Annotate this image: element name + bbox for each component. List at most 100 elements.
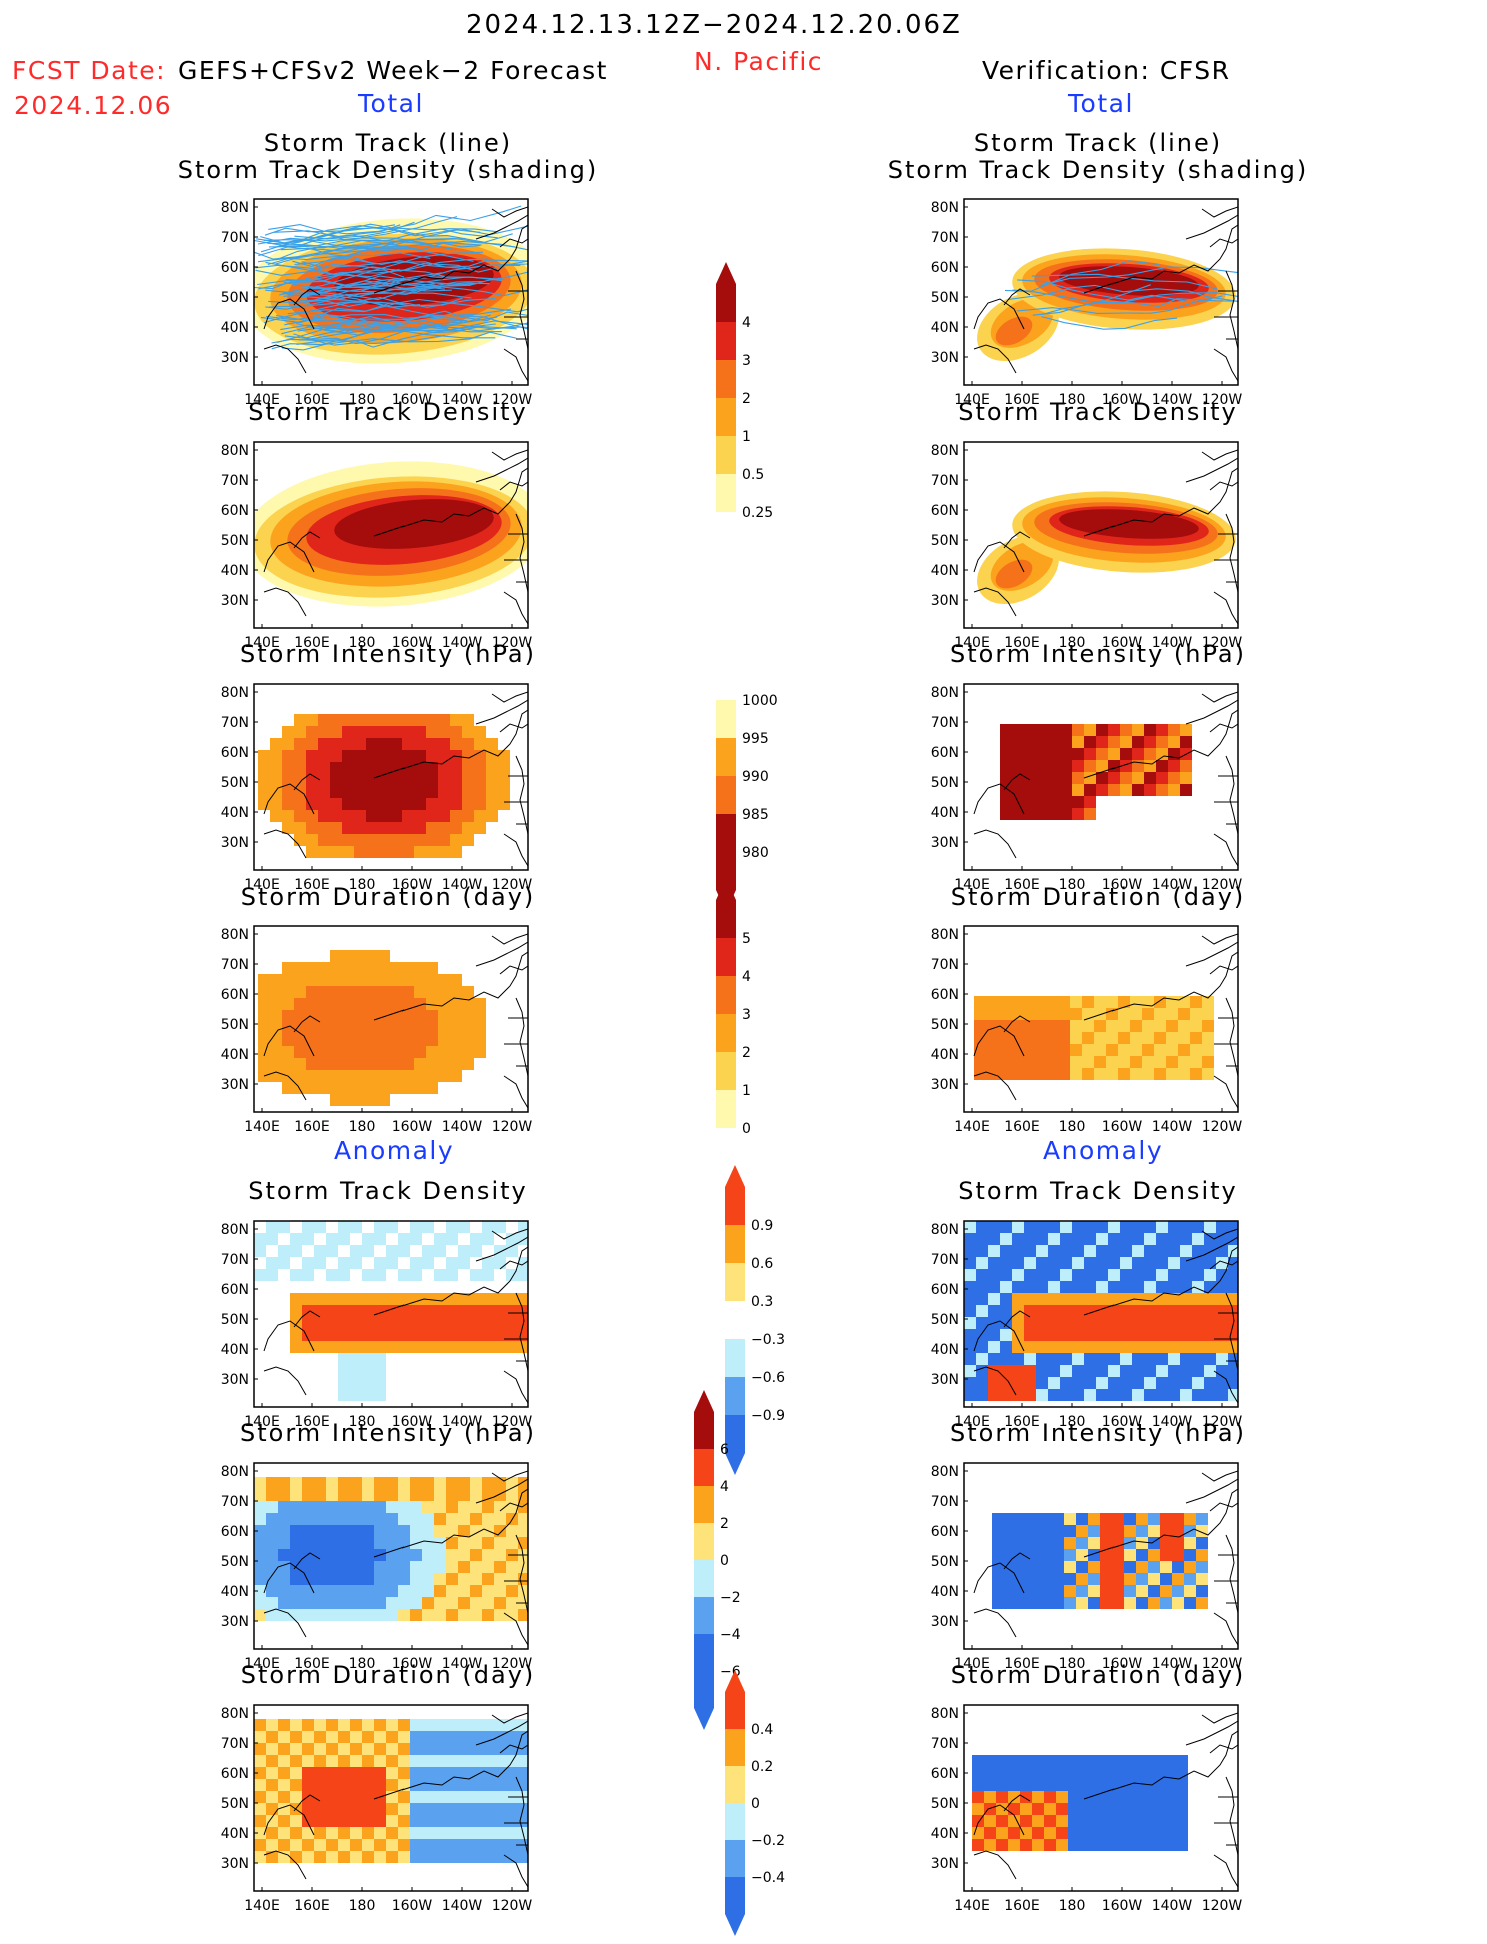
lat-tick-label: 40N bbox=[931, 320, 959, 336]
storm-track-line bbox=[1017, 279, 1238, 302]
grid-cell bbox=[984, 1827, 996, 1839]
grid-cell bbox=[482, 1477, 494, 1489]
grid-cell bbox=[1180, 1353, 1192, 1365]
grid-cell bbox=[438, 762, 450, 774]
grid-cell bbox=[1100, 1573, 1112, 1585]
grid-cell bbox=[470, 1731, 482, 1743]
grid-cell bbox=[1166, 1044, 1178, 1056]
grid-cell bbox=[1060, 1353, 1072, 1365]
grid-cell bbox=[494, 1585, 506, 1597]
grid-cell bbox=[1094, 996, 1106, 1008]
grid-cell bbox=[282, 774, 294, 786]
grid-cell bbox=[1036, 1245, 1048, 1257]
grid-cell bbox=[1108, 1293, 1120, 1305]
grid-cell bbox=[1024, 1341, 1036, 1353]
grid-cell bbox=[402, 738, 414, 750]
colorbar-label: 3 bbox=[742, 1007, 751, 1023]
grid-cell bbox=[306, 974, 318, 986]
grid-cell bbox=[1076, 1597, 1088, 1609]
grid-cell bbox=[1000, 748, 1012, 760]
grid-cell bbox=[314, 1755, 326, 1767]
lon-tick-label: 160W bbox=[392, 1414, 433, 1430]
grid-cell bbox=[964, 1293, 976, 1305]
grid-cell bbox=[986, 1008, 998, 1020]
grid-cell bbox=[1080, 1767, 1092, 1779]
grid-cell bbox=[1172, 1513, 1184, 1525]
grid-cell bbox=[482, 1585, 494, 1597]
grid-cell bbox=[992, 1585, 1004, 1597]
grid-cell bbox=[1178, 1068, 1190, 1080]
coastline bbox=[401, 1730, 528, 1791]
lon-tick-label: 160W bbox=[392, 635, 433, 651]
grid-cell bbox=[1112, 1549, 1124, 1561]
grid-cell bbox=[506, 1317, 518, 1329]
grid-cell bbox=[486, 798, 498, 810]
grid-cell bbox=[330, 810, 342, 822]
grid-cell bbox=[326, 1329, 338, 1341]
grid-cell bbox=[1128, 1815, 1140, 1827]
colorbar-label: 4 bbox=[742, 969, 751, 985]
grid-cell bbox=[1108, 760, 1120, 772]
grid-cell bbox=[258, 986, 270, 998]
grid-cell bbox=[1024, 1317, 1036, 1329]
coastline bbox=[973, 541, 1025, 573]
storm-track-line bbox=[1016, 295, 1223, 314]
grid-cell bbox=[386, 1767, 398, 1779]
grid-cell bbox=[1056, 1791, 1068, 1803]
grid-cell bbox=[314, 1597, 326, 1609]
grid-cell bbox=[1204, 1221, 1216, 1233]
grid-cell bbox=[1084, 1329, 1096, 1341]
title-intensity-left: Storm Intensity (hPa) bbox=[240, 640, 536, 668]
grid-cell bbox=[450, 714, 462, 726]
grid-cell bbox=[426, 822, 438, 834]
grid-cell bbox=[290, 1549, 302, 1561]
grid-cell bbox=[1024, 1245, 1036, 1257]
grid-cell bbox=[470, 1501, 482, 1513]
grid-cell bbox=[474, 750, 486, 762]
grid-cell bbox=[434, 1573, 446, 1585]
grid-cell bbox=[462, 834, 474, 846]
grid-cell bbox=[494, 1525, 506, 1537]
colorbar-swatch bbox=[725, 1729, 745, 1766]
grid-cell bbox=[506, 1827, 518, 1839]
coastline bbox=[973, 344, 1017, 374]
lat-tick-label: 40N bbox=[931, 1342, 959, 1358]
grid-cell bbox=[1056, 1755, 1068, 1767]
coastline bbox=[1209, 965, 1238, 975]
grid-cell bbox=[1064, 1513, 1076, 1525]
grid-cell bbox=[294, 1046, 306, 1058]
grid-cell bbox=[474, 1034, 486, 1046]
grid-cell bbox=[1132, 748, 1144, 760]
grid-cell bbox=[438, 1022, 450, 1034]
grid-cell bbox=[1192, 1305, 1204, 1317]
grid-cell bbox=[1104, 1791, 1116, 1803]
grid-cell bbox=[402, 762, 414, 774]
grid-cell bbox=[1020, 1839, 1032, 1851]
grid-cell bbox=[1106, 1008, 1118, 1020]
grid-cell bbox=[1044, 1767, 1056, 1779]
lon-tick-label: 120W bbox=[1202, 392, 1243, 408]
grid-cell bbox=[362, 1305, 374, 1317]
grid-cell bbox=[366, 834, 378, 846]
grid-cell bbox=[1136, 1597, 1148, 1609]
grid-cell bbox=[290, 1719, 302, 1731]
grid-cell bbox=[470, 1513, 482, 1525]
grid-cell bbox=[314, 1305, 326, 1317]
grid-cell bbox=[1180, 1233, 1192, 1245]
grid-cell bbox=[386, 1501, 398, 1513]
grid-cell bbox=[278, 1501, 290, 1513]
grid-cell bbox=[1108, 1245, 1120, 1257]
grid-cell bbox=[438, 974, 450, 986]
grid-cell bbox=[314, 1501, 326, 1513]
coastline bbox=[475, 1236, 528, 1262]
grid-cell bbox=[1184, 1549, 1196, 1561]
grid-cell bbox=[338, 1257, 350, 1269]
grid-cell bbox=[506, 1851, 518, 1863]
colorbar-label: 980 bbox=[742, 845, 769, 861]
grid-cell bbox=[402, 834, 414, 846]
grid-cell bbox=[474, 998, 486, 1010]
grid-cell bbox=[458, 1609, 470, 1621]
grid-cell bbox=[366, 798, 378, 810]
grid-cell bbox=[1144, 760, 1156, 772]
grid-cell bbox=[434, 1585, 446, 1597]
